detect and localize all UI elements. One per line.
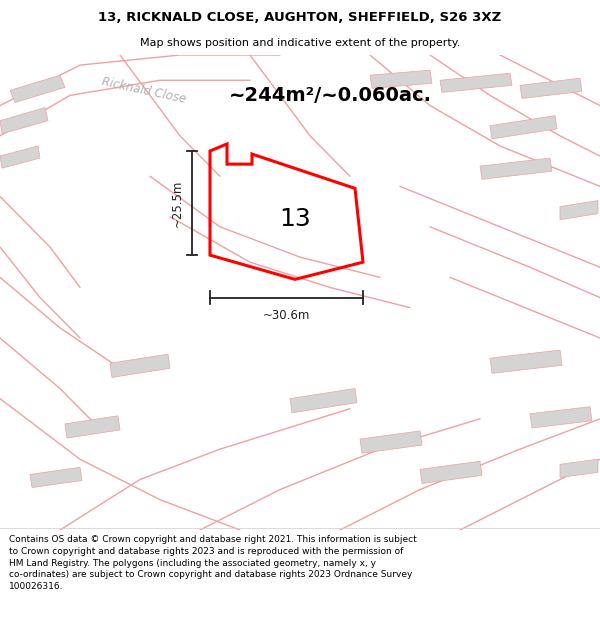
Polygon shape <box>0 146 40 168</box>
Polygon shape <box>0 107 48 134</box>
Text: ~30.6m: ~30.6m <box>263 309 310 322</box>
Text: 13, RICKNALD CLOSE, AUGHTON, SHEFFIELD, S26 3XZ: 13, RICKNALD CLOSE, AUGHTON, SHEFFIELD, … <box>98 11 502 24</box>
Polygon shape <box>520 78 582 99</box>
Polygon shape <box>65 416 120 438</box>
Text: Contains OS data © Crown copyright and database right 2021. This information is : Contains OS data © Crown copyright and d… <box>9 535 417 591</box>
Text: ~25.5m: ~25.5m <box>170 179 184 227</box>
Text: Ricknald Close: Ricknald Close <box>100 75 187 106</box>
Polygon shape <box>110 354 170 377</box>
Polygon shape <box>490 116 557 139</box>
Polygon shape <box>30 468 82 488</box>
Polygon shape <box>530 407 592 428</box>
Polygon shape <box>560 201 598 220</box>
Text: 13: 13 <box>279 207 311 231</box>
Polygon shape <box>560 459 598 478</box>
Polygon shape <box>290 389 357 412</box>
Polygon shape <box>490 350 562 373</box>
Polygon shape <box>480 158 552 179</box>
Text: ~244m²/~0.060ac.: ~244m²/~0.060ac. <box>229 86 431 105</box>
Text: Map shows position and indicative extent of the property.: Map shows position and indicative extent… <box>140 39 460 49</box>
Polygon shape <box>10 75 65 102</box>
Polygon shape <box>360 431 422 453</box>
Polygon shape <box>370 70 432 88</box>
Polygon shape <box>440 73 512 92</box>
Polygon shape <box>420 461 482 484</box>
